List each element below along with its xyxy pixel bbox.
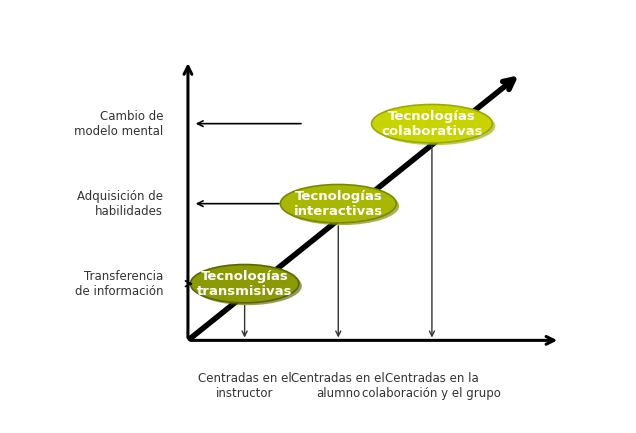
- Ellipse shape: [280, 184, 396, 223]
- Text: Tecnologías
transmisivas: Tecnologías transmisivas: [197, 270, 293, 297]
- Text: Tecnologías
interactivas: Tecnologías interactivas: [294, 190, 383, 218]
- Text: Centradas en el
instructor: Centradas en el instructor: [198, 372, 291, 400]
- Text: Tecnologías
colaborativas: Tecnologías colaborativas: [381, 110, 483, 138]
- Text: Adquisición de
habilidades: Adquisición de habilidades: [78, 190, 163, 218]
- Text: Centradas en la
colaboración y el grupo: Centradas en la colaboración y el grupo: [363, 372, 501, 400]
- Text: Cambio de
modelo mental: Cambio de modelo mental: [74, 110, 163, 138]
- Text: Centradas en el
alumno: Centradas en el alumno: [291, 372, 385, 400]
- Ellipse shape: [371, 104, 492, 143]
- Ellipse shape: [190, 265, 299, 303]
- Ellipse shape: [193, 267, 302, 305]
- Ellipse shape: [283, 187, 399, 225]
- Text: Transferencia
de información: Transferencia de información: [75, 270, 163, 297]
- Ellipse shape: [375, 107, 495, 145]
